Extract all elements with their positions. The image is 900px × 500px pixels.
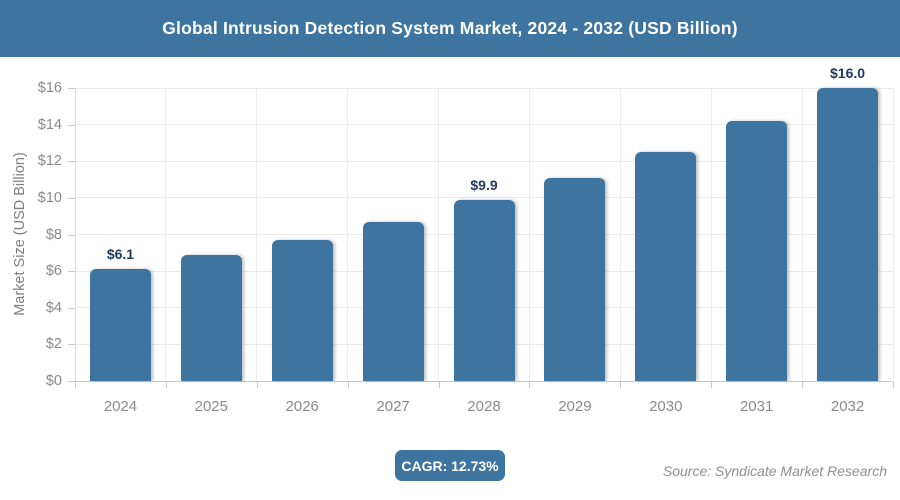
y-tick-label: $6 — [45, 263, 62, 280]
y-tick-mark — [68, 197, 75, 199]
gridline-h-$14 — [75, 124, 893, 126]
bar-2027 — [362, 221, 424, 381]
x-tick-mark — [802, 382, 804, 388]
y-tick-mark — [68, 88, 75, 89]
gridline-v — [438, 88, 440, 381]
y-tick-label: $14 — [37, 116, 62, 133]
x-tick-mark — [347, 382, 349, 388]
gridline-h-$12 — [75, 160, 893, 162]
x-tick-mark — [75, 382, 76, 388]
y-tick-label: $0 — [45, 373, 62, 389]
bar-2030 — [635, 152, 697, 381]
x-tick-label-2032: 2032 — [830, 398, 865, 415]
x-tick-mark — [893, 382, 894, 388]
x-tick-label-2030: 2030 — [649, 398, 683, 415]
gridline-v — [892, 88, 894, 381]
y-tick-label: $2 — [45, 336, 62, 353]
gridline-h-$0 — [75, 380, 893, 382]
bar-2029 — [544, 177, 606, 381]
y-tick-mark — [68, 124, 75, 126]
bar-value-label-2032: $16.0 — [830, 65, 866, 81]
bar-2026 — [271, 240, 333, 381]
gridline-v — [74, 88, 76, 381]
chart-title: Global Intrusion Detection System Market… — [162, 18, 738, 38]
bar-2032 — [817, 88, 879, 381]
gridline-v — [347, 88, 349, 381]
x-tick-label-2025: 2025 — [194, 398, 228, 415]
x-tick-mark — [711, 382, 713, 388]
x-tick-mark — [165, 382, 167, 388]
y-tick-mark — [68, 161, 75, 163]
gridline-v — [165, 88, 167, 381]
y-tick-label: $16 — [37, 80, 62, 96]
chart-title-bar: Global Intrusion Detection System Market… — [0, 0, 900, 57]
y-tick-label: $10 — [37, 189, 62, 206]
x-tick-mark — [256, 382, 258, 388]
x-tick-mark — [620, 382, 622, 388]
y-tick-mark — [68, 234, 75, 236]
x-tick-label-2026: 2026 — [285, 398, 319, 415]
bar-2031 — [726, 120, 788, 381]
y-tick-label: $12 — [37, 153, 62, 170]
x-tick-label-2028: 2028 — [467, 398, 501, 415]
gridline-v — [528, 88, 530, 381]
plot-area: $6.1 $9.9 $16.0 — [74, 65, 894, 382]
y-tick-mark — [68, 307, 75, 309]
gridline-v — [710, 88, 712, 381]
x-tick-label-2027: 2027 — [376, 398, 410, 415]
gridline-h-$16 — [75, 87, 893, 89]
cagr-badge: CAGR: 12.73% — [395, 450, 505, 481]
gridline-h-$10 — [75, 197, 893, 199]
x-tick-label-2024: 2024 — [103, 398, 138, 415]
bar-2024 — [89, 269, 151, 381]
gridline-v — [256, 88, 258, 381]
gridline-v — [801, 88, 803, 381]
source-text: Source: Syndicate Market Research — [662, 463, 887, 479]
x-tick-label-2031: 2031 — [739, 398, 774, 415]
x-tick-mark — [529, 382, 531, 388]
x-tick-label-2029: 2029 — [558, 398, 592, 415]
x-tick-mark — [438, 382, 440, 388]
bar-2028 — [453, 199, 515, 381]
y-tick-mark — [68, 344, 75, 346]
bar-2025 — [180, 254, 242, 381]
bar-value-label-2024: $6.1 — [106, 246, 135, 263]
y-tick-label: $8 — [45, 226, 62, 243]
y-tick-label: $4 — [45, 299, 62, 316]
gridline-v — [619, 88, 621, 381]
y-tick-mark — [68, 271, 75, 273]
y-tick-mark — [68, 381, 75, 382]
bar-value-label-2028: $9.9 — [470, 176, 498, 193]
